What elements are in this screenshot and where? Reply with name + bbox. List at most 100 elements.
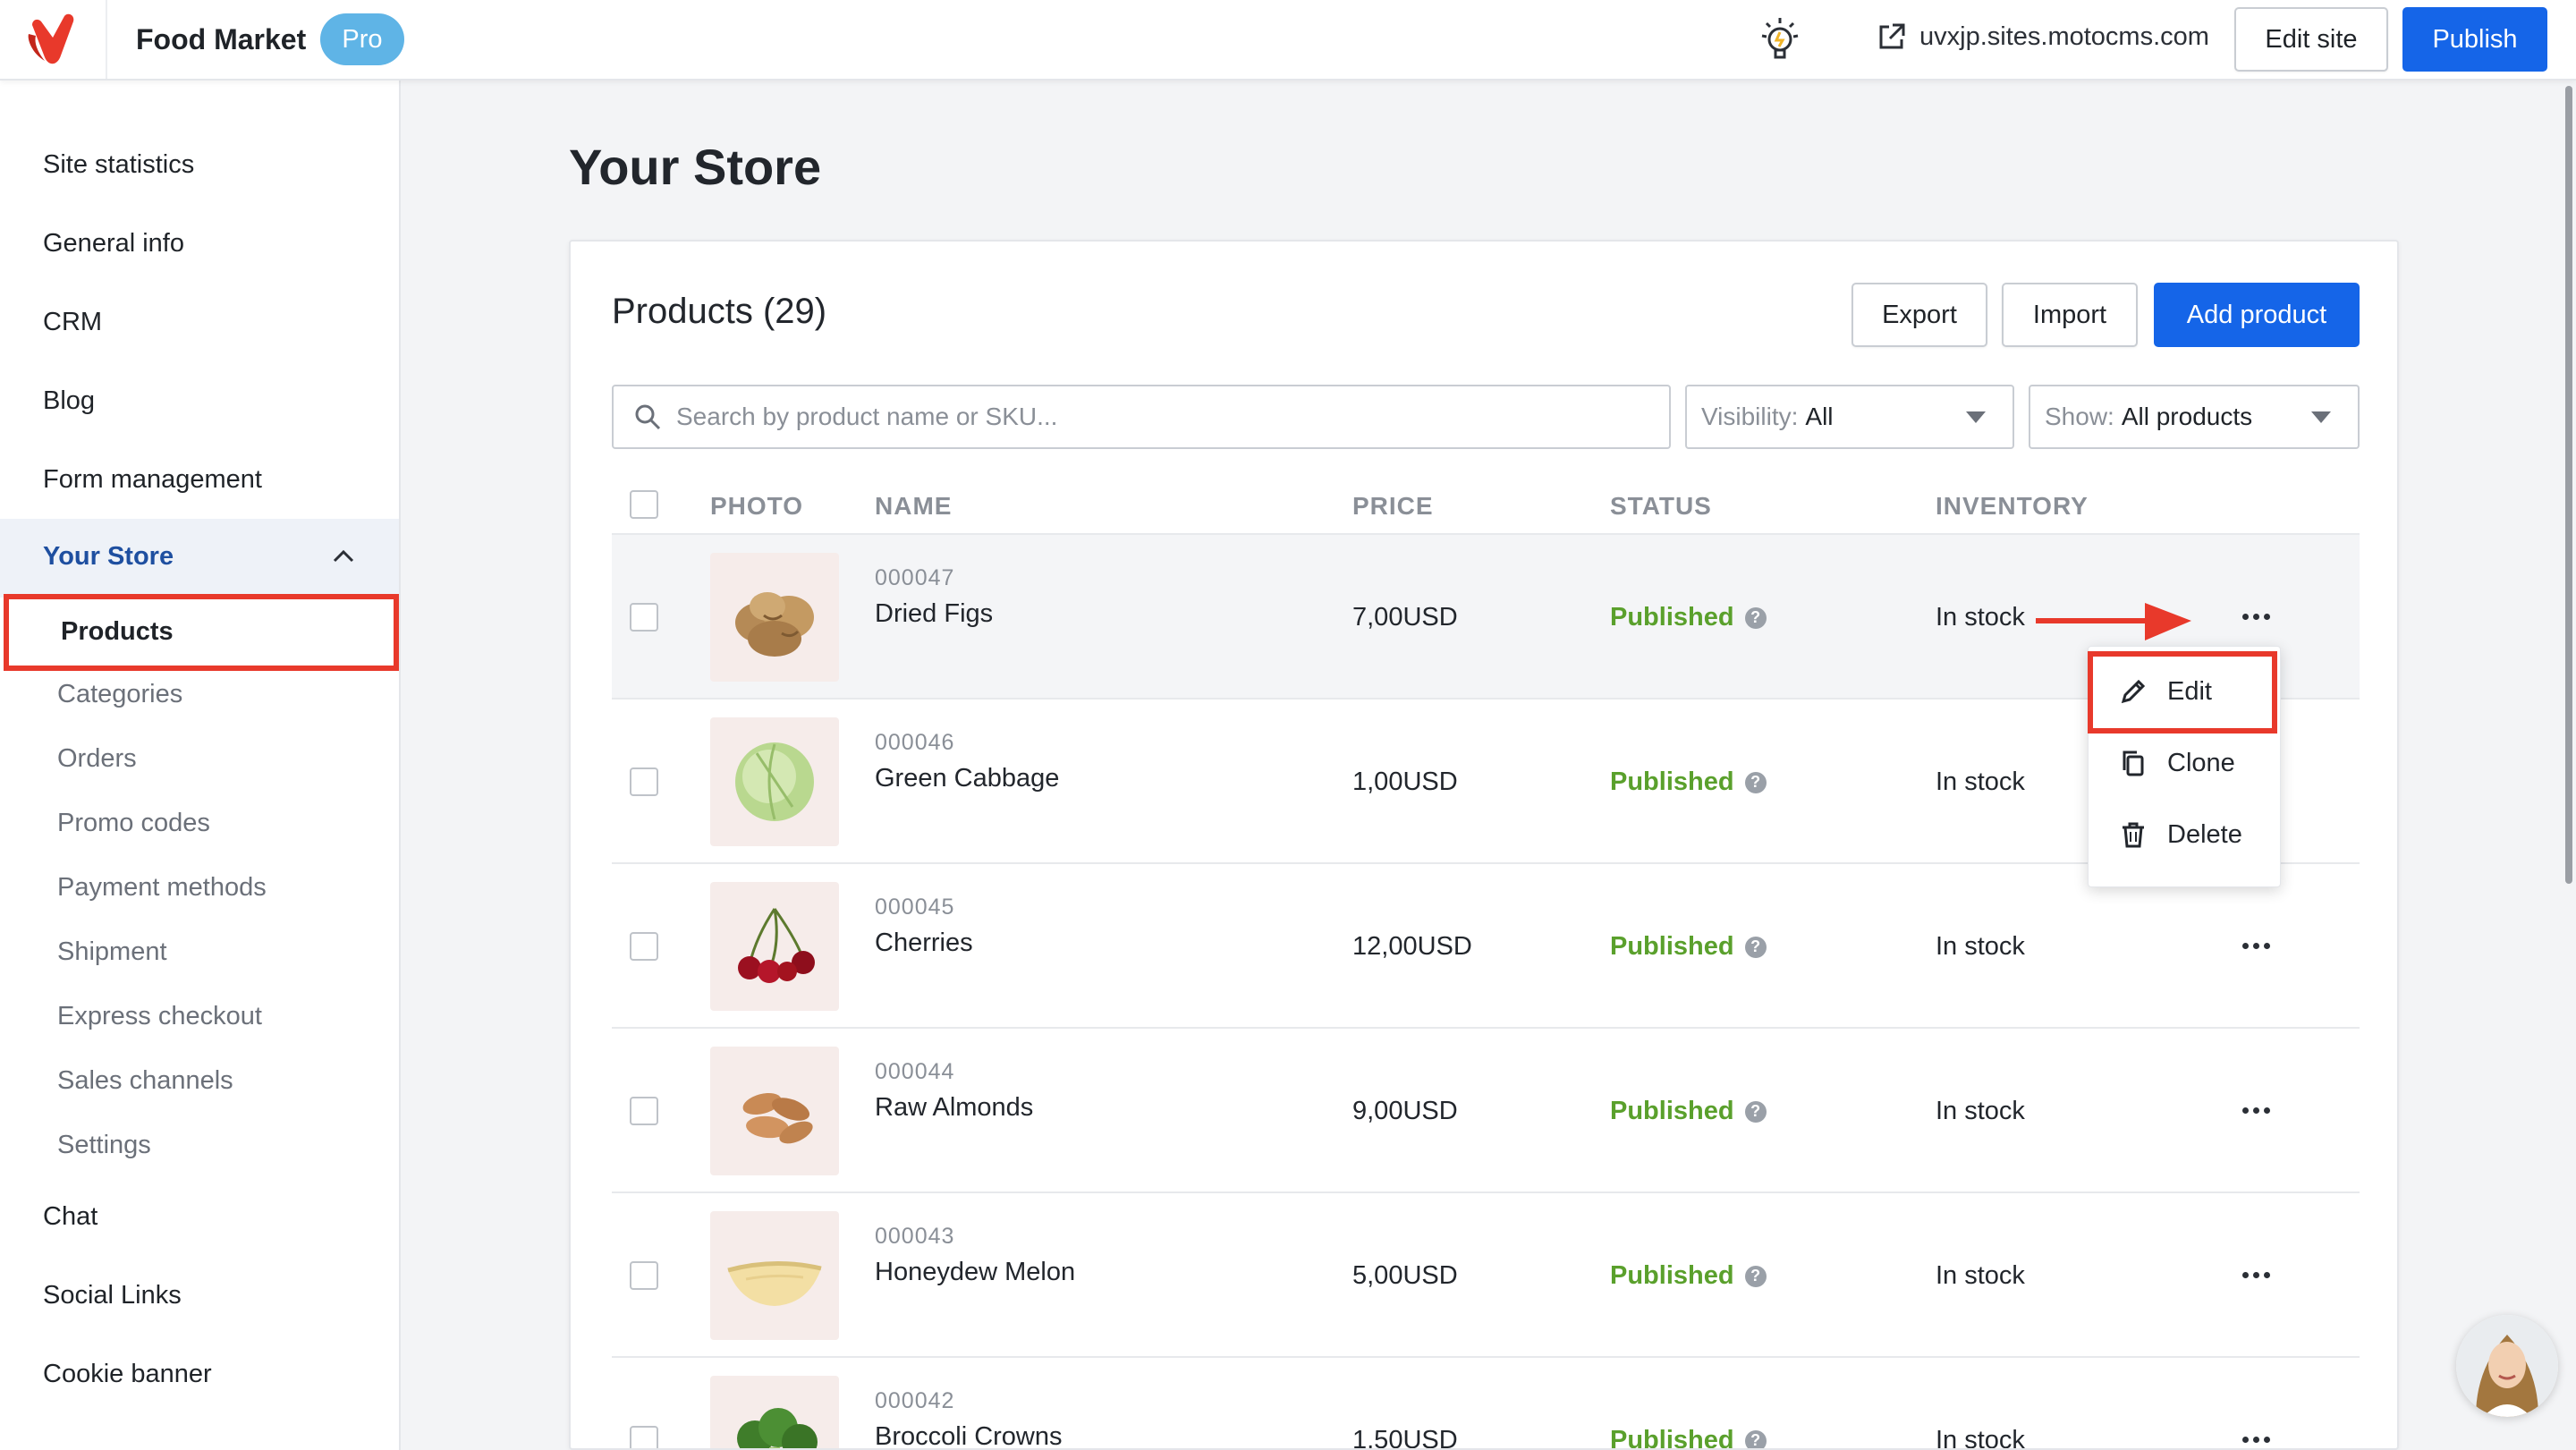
annotation-arrow-icon <box>2036 603 2191 640</box>
help-icon[interactable]: ? <box>1744 771 1767 793</box>
more-actions-icon[interactable] <box>2238 1097 2274 1124</box>
more-actions-icon[interactable] <box>2238 1261 2274 1288</box>
more-actions-icon[interactable] <box>2238 603 2274 630</box>
status-badge: Published? <box>1610 603 1767 632</box>
product-name[interactable]: Green Cabbage <box>875 764 1060 793</box>
support-chat-avatar[interactable] <box>2456 1315 2558 1417</box>
help-icon[interactable]: ? <box>1744 1100 1767 1123</box>
product-price: 7,00USD <box>1352 603 1458 632</box>
show-key: Show: <box>2045 403 2114 430</box>
row-checkbox[interactable] <box>630 1426 658 1448</box>
product-name[interactable]: Dried Figs <box>875 599 994 628</box>
product-price: 9,00USD <box>1352 1097 1458 1125</box>
select-all-checkbox[interactable] <box>630 490 658 519</box>
row-checkbox[interactable] <box>630 603 658 632</box>
copy-icon <box>2123 750 2144 776</box>
publish-button[interactable]: Publish <box>2402 7 2547 72</box>
import-button[interactable]: Import <box>2002 283 2138 347</box>
help-icon[interactable]: ? <box>1744 936 1767 958</box>
export-button[interactable]: Export <box>1852 283 1987 347</box>
menu-item-delete[interactable]: Delete <box>2089 799 2282 870</box>
status-badge: Published? <box>1610 1426 1767 1450</box>
sidebar-item-promo-codes[interactable]: Promo codes <box>57 809 210 837</box>
column-name: NAME <box>875 492 953 520</box>
product-name[interactable]: Cherries <box>875 929 973 957</box>
edit-highlight <box>2088 651 2277 733</box>
table-row[interactable]: 000044 Raw Almonds 9,00USD Published? In… <box>612 1029 2360 1193</box>
add-product-button[interactable]: Add product <box>2154 283 2360 347</box>
product-name[interactable]: Honeydew Melon <box>875 1258 1076 1286</box>
scrollbar-thumb[interactable] <box>2565 86 2572 884</box>
site-url: uvxjp.sites.motocms.com <box>1919 21 2209 51</box>
top-bar: Food Market Pro uvxjp.sites.motocms.com … <box>0 0 2576 81</box>
sidebar-item-chat[interactable]: Chat <box>43 1202 98 1231</box>
sidebar-item-form-management[interactable]: Form management <box>43 465 262 494</box>
pencil-icon <box>2121 679 2146 704</box>
sidebar-item-cookie-banner[interactable]: Cookie banner <box>43 1360 212 1388</box>
sidebar-item-general-info[interactable]: General info <box>43 229 184 258</box>
help-icon[interactable]: ? <box>1744 606 1767 629</box>
search-input[interactable] <box>676 403 1642 431</box>
logo[interactable] <box>0 0 107 79</box>
sidebar-item-settings[interactable]: Settings <box>57 1131 151 1159</box>
table-row[interactable]: 000046 Green Cabbage 1,00USD Published? … <box>612 700 2360 864</box>
table-row[interactable]: 000047 Dried Figs 7,00USD Published? In … <box>612 535 2360 700</box>
visibility-value: All <box>1805 403 1834 430</box>
site-name: Food Market <box>136 23 307 55</box>
menu-item-clone[interactable]: Clone <box>2089 727 2282 799</box>
sidebar-item-products[interactable]: Products <box>4 594 399 671</box>
row-checkbox[interactable] <box>630 1097 658 1125</box>
status-badge: Published? <box>1610 1097 1767 1126</box>
sidebar-item-shipment[interactable]: Shipment <box>57 937 167 966</box>
help-icon[interactable]: ? <box>1744 1429 1767 1448</box>
caret-down-icon <box>1966 411 1986 423</box>
trash-icon <box>2123 822 2144 848</box>
inventory-status: In stock <box>1936 1097 2025 1125</box>
sidebar-item-categories[interactable]: Categories <box>57 680 183 708</box>
lightbulb-icon[interactable] <box>1757 14 1803 64</box>
pro-badge: Pro <box>320 13 404 65</box>
product-photo <box>710 553 839 682</box>
status-label: Published <box>1610 1426 1734 1450</box>
table-row[interactable]: 000043 Honeydew Melon 5,00USD Published?… <box>612 1193 2360 1358</box>
products-card: Products (29) Export Import Add product … <box>569 240 2399 1450</box>
product-sku: 000045 <box>875 895 955 920</box>
search-icon <box>635 404 661 430</box>
table-header: PHOTO NAME PRICE STATUS INVENTORY <box>612 478 2360 535</box>
product-sku: 000043 <box>875 1224 955 1249</box>
sidebar-item-site-statistics[interactable]: Site statistics <box>43 150 195 179</box>
row-checkbox[interactable] <box>630 767 658 796</box>
show-select[interactable]: Show: All products <box>2029 385 2360 449</box>
row-checkbox[interactable] <box>630 1261 658 1290</box>
menu-item-edit[interactable]: Edit <box>2089 656 2282 727</box>
sidebar-item-express-checkout[interactable]: Express checkout <box>57 1002 262 1030</box>
sidebar-item-crm[interactable]: CRM <box>43 308 103 336</box>
product-name[interactable]: Raw Almonds <box>875 1093 1034 1122</box>
product-name[interactable]: Broccoli Crowns <box>875 1422 1063 1450</box>
product-price: 1,50USD <box>1352 1426 1458 1450</box>
sidebar-item-orders[interactable]: Orders <box>57 744 137 773</box>
sidebar-item-social-links[interactable]: Social Links <box>43 1281 182 1310</box>
visibility-select[interactable]: Visibility: All <box>1685 385 2014 449</box>
row-checkbox[interactable] <box>630 932 658 961</box>
status-label: Published <box>1610 603 1734 632</box>
site-url-link[interactable]: uvxjp.sites.motocms.com <box>1877 21 2209 52</box>
sidebar-item-sales-channels[interactable]: Sales channels <box>57 1066 233 1095</box>
inventory-status: In stock <box>1936 767 2025 796</box>
more-actions-icon[interactable] <box>2238 932 2274 959</box>
table-row[interactable]: 000042 Broccoli Crowns 1,50USD Published… <box>612 1358 2360 1450</box>
table-row[interactable]: 000045 Cherries 12,00USD Published? In s… <box>612 864 2360 1029</box>
sidebar-item-your-store[interactable]: Your Store <box>0 519 399 598</box>
row-actions-menu: Edit Clone Delete <box>2088 646 2281 887</box>
more-actions-icon[interactable] <box>2238 1426 2274 1448</box>
column-price: PRICE <box>1352 492 1434 520</box>
status-badge: Published? <box>1610 767 1767 797</box>
search-box <box>612 385 1671 449</box>
sidebar-item-payment-methods[interactable]: Payment methods <box>57 873 267 902</box>
menu-item-label: Clone <box>2167 748 2235 777</box>
edit-site-button[interactable]: Edit site <box>2234 7 2388 72</box>
product-sku: 000042 <box>875 1388 955 1413</box>
help-icon[interactable]: ? <box>1744 1265 1767 1287</box>
sidebar-item-blog[interactable]: Blog <box>43 386 96 415</box>
sidebar: Site statistics General info CRM Blog Fo… <box>0 81 401 1450</box>
